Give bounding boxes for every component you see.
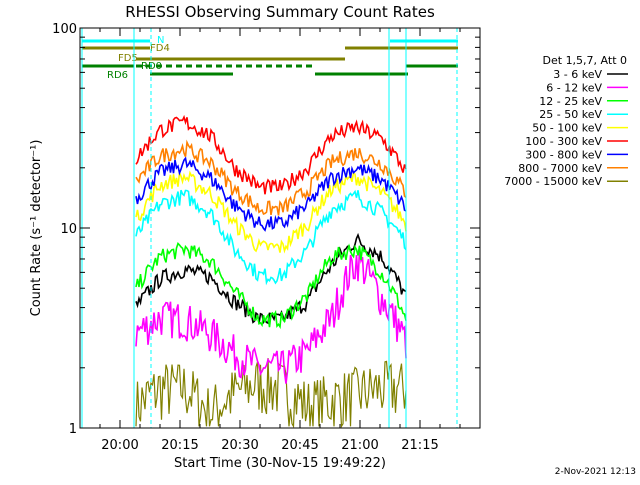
legend-label: 300 - 800 keV [525,148,602,161]
flag-label-rd0: RD0 [141,61,162,72]
series-line-9 [135,357,407,429]
x-tick-label: 21:00 [341,438,378,453]
legend-title: Det 1,5,7, Att 0 [543,54,627,67]
legend-label: 100 - 300 keV [525,135,602,148]
legend-label: 6 - 12 keV [546,81,602,94]
x-axis-label: Start Time (30-Nov-15 19:49:22) [174,456,386,471]
x-tick-label: 20:00 [101,438,138,453]
x-tick-label: 21:15 [401,438,438,453]
legend-label: 800 - 7000 keV [518,162,602,175]
y-axis-label: Count Rate (s⁻¹ detector⁻¹) [29,140,44,317]
axes-ticks: 20:00 20:15 20:30 20:45 21:00 21:15 1 10 100 [52,22,480,453]
series-line-2 [135,250,407,384]
y-tick-label: 10 [60,222,77,237]
chart-title: RHESSI Observing Summary Count Rates [125,3,435,21]
legend-label: 50 - 100 keV [532,122,602,135]
series-line-6 [135,114,407,195]
footer-timestamp: 2-Nov-2021 12:13 [555,467,636,477]
legend-label: 7000 - 15000 keV [504,175,602,188]
x-tick-label: 20:15 [161,438,198,453]
series-line-5 [135,170,407,254]
series-line-4 [135,189,407,286]
x-tick-label: 20:45 [281,438,318,453]
series-line-7 [135,156,407,232]
series-line-8 [135,139,407,216]
series-layer [135,114,407,429]
legend-label: 12 - 25 keV [539,95,602,108]
legend-label: 3 - 6 keV [553,68,602,81]
legend-label: 25 - 50 keV [539,108,602,121]
series-line-3 [135,242,407,330]
y-tick-label: 1 [69,422,77,437]
flag-label-n: N [157,35,164,46]
y-tick-label: 100 [52,22,77,37]
flag-label-fd5: FD5 [118,53,138,64]
flag-label-rd6: RD6 [107,70,128,81]
flag-label-fd4: FD4 [150,43,170,54]
x-tick-label: 20:30 [221,438,258,453]
